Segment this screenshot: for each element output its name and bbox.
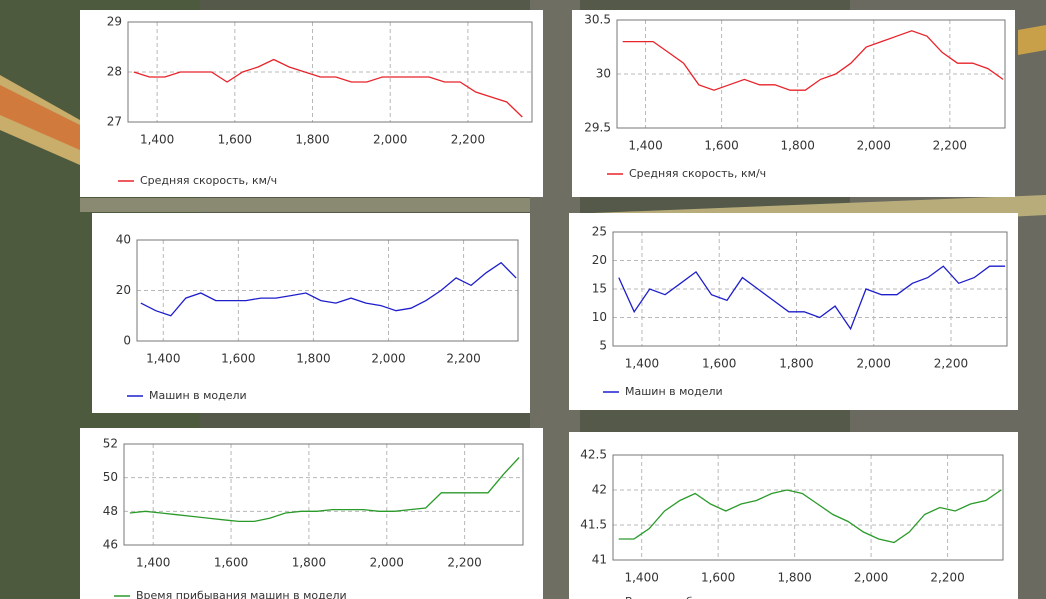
y-tick-label: 5 <box>599 339 607 353</box>
y-tick-label: 42.5 <box>580 448 607 462</box>
x-tick-label: 2,000 <box>854 571 888 585</box>
y-tick-label: 30.5 <box>584 13 611 27</box>
x-tick-label: 1,800 <box>779 357 813 371</box>
x-tick-label: 1,400 <box>136 556 170 570</box>
x-tick-label: 2,000 <box>371 352 405 366</box>
y-tick-label: 46 <box>103 538 118 552</box>
x-tick-label: 1,400 <box>624 571 658 585</box>
y-tick-label: 25 <box>592 225 607 239</box>
y-tick-label: 20 <box>592 253 607 267</box>
legend-label: Время прибывания машин в модели <box>136 589 347 599</box>
y-tick-label: 48 <box>103 504 118 518</box>
legend-label: Средняя скорость, км/ч <box>629 167 766 180</box>
y-tick-label: 29 <box>107 15 122 29</box>
page: 27 28 29 1,400 1,600 1,800 2,000 2,200 Средняя с… <box>0 0 1046 599</box>
x-tick-label: 1,600 <box>702 357 736 371</box>
x-tick-label: 1,600 <box>214 556 248 570</box>
x-tick-label: 2,200 <box>933 139 967 153</box>
legend-label: Машин в модели <box>149 389 247 402</box>
x-tick-label: 1,400 <box>140 133 174 147</box>
x-tick-label: 1,800 <box>295 133 329 147</box>
y-tick-label: 29.5 <box>584 121 611 135</box>
y-tick-label: 28 <box>107 65 122 79</box>
x-tick-label: 1,800 <box>781 139 815 153</box>
x-tick-label: 1,600 <box>704 139 738 153</box>
chart-panel <box>80 10 543 197</box>
y-tick-label: 27 <box>107 115 122 129</box>
x-tick-label: 2,200 <box>934 357 968 371</box>
y-tick-label: 0 <box>123 334 131 348</box>
map-road <box>80 198 560 212</box>
y-tick-label: 15 <box>592 282 607 296</box>
y-tick-label: 30 <box>596 67 611 81</box>
y-tick-label: 40 <box>116 233 131 247</box>
x-tick-label: 2,000 <box>857 139 891 153</box>
x-tick-label: 1,600 <box>218 133 252 147</box>
chart-panel <box>92 213 530 413</box>
y-tick-label: 20 <box>116 283 131 297</box>
legend-label: Время прибывания машин в модели <box>625 595 836 599</box>
legend-label: Машин в модели <box>625 385 723 398</box>
screen: 27 28 29 1,400 1,600 1,800 2,000 2,200 Средняя с… <box>0 0 1046 599</box>
y-tick-label: 41.5 <box>580 518 607 532</box>
x-tick-label: 1,400 <box>146 352 180 366</box>
y-tick-label: 41 <box>592 553 607 567</box>
legend-label: Средняя скорость, км/ч <box>140 174 277 187</box>
x-tick-label: 2,200 <box>446 352 480 366</box>
x-tick-label: 2,200 <box>451 133 485 147</box>
x-tick-label: 1,400 <box>625 357 659 371</box>
y-tick-label: 42 <box>592 483 607 497</box>
x-tick-label: 1,600 <box>221 352 255 366</box>
y-tick-label: 50 <box>103 470 118 484</box>
x-tick-label: 1,800 <box>777 571 811 585</box>
x-tick-label: 1,400 <box>628 139 662 153</box>
y-tick-label: 10 <box>592 310 607 324</box>
x-tick-label: 2,200 <box>447 556 481 570</box>
x-tick-label: 2,000 <box>857 357 891 371</box>
x-tick-label: 2,200 <box>930 571 964 585</box>
x-tick-label: 2,000 <box>370 556 404 570</box>
y-tick-label: 52 <box>103 437 118 451</box>
x-tick-label: 1,800 <box>292 556 326 570</box>
map-road <box>1018 25 1046 55</box>
chart-panel <box>80 428 543 599</box>
x-tick-label: 2,000 <box>373 133 407 147</box>
x-tick-label: 1,800 <box>296 352 330 366</box>
x-tick-label: 1,600 <box>701 571 735 585</box>
